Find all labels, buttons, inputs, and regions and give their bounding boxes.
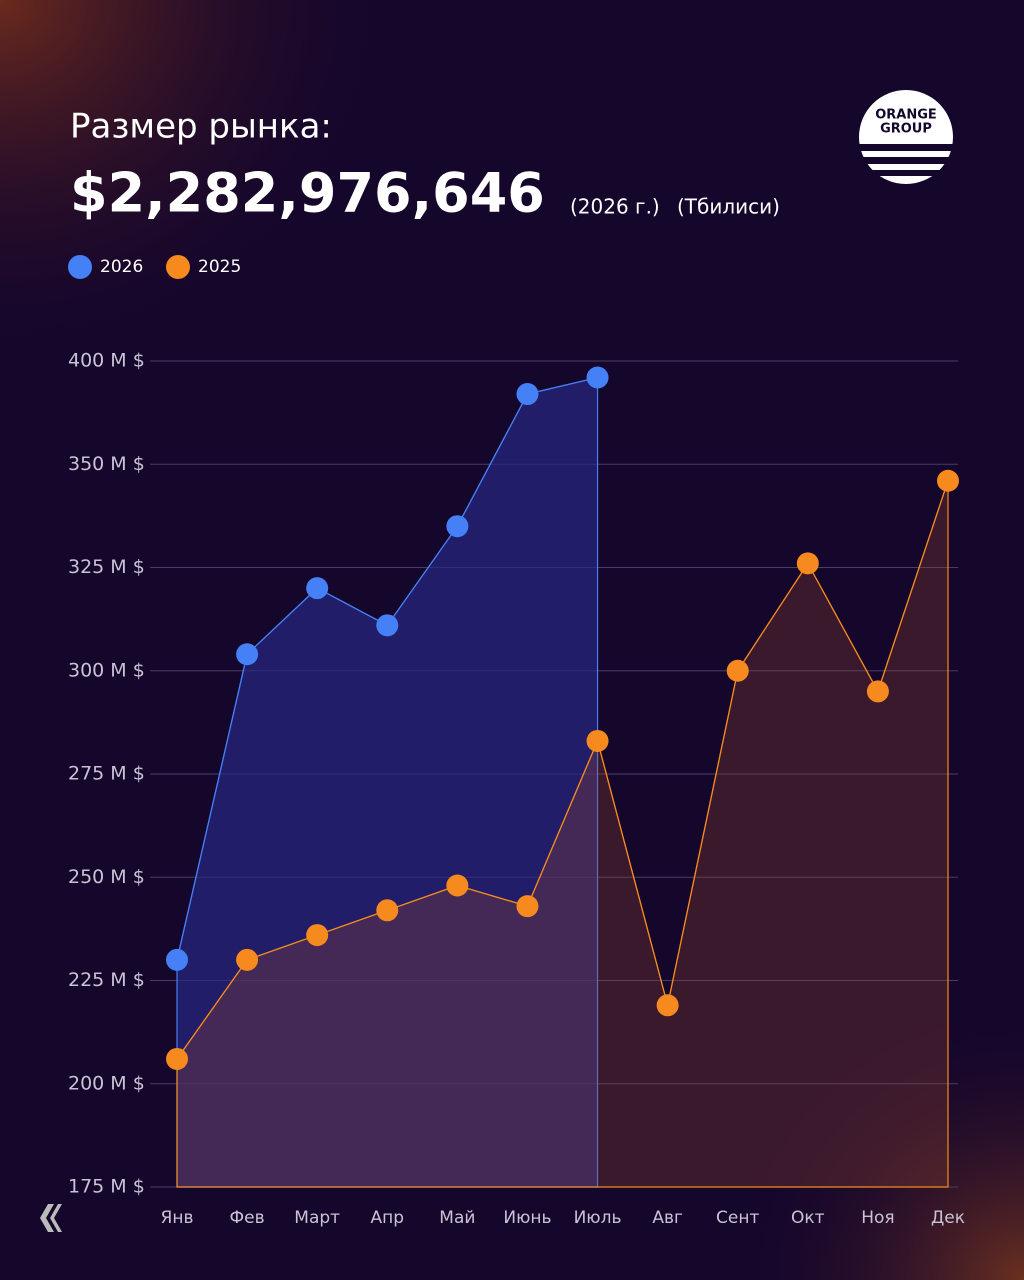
x-tick-label: Март bbox=[294, 1208, 340, 1228]
y-tick-label: 300 M $ bbox=[68, 659, 145, 681]
point bbox=[376, 899, 399, 922]
logo-text: GROUP bbox=[880, 122, 932, 137]
point bbox=[166, 948, 188, 971]
line bbox=[176, 480, 949, 1060]
brand-icon bbox=[40, 1204, 62, 1232]
x-tick-label: Дек bbox=[931, 1208, 965, 1228]
legend-marker bbox=[166, 255, 190, 279]
point bbox=[446, 874, 469, 897]
point bbox=[236, 643, 259, 666]
legend-marker bbox=[68, 255, 92, 279]
logo: ORANGE GROUP bbox=[858, 90, 954, 184]
title: Размер рынка: bbox=[70, 107, 332, 147]
y-tick-label: 275 M $ bbox=[68, 763, 145, 785]
x-tick-label: Июль bbox=[574, 1208, 622, 1228]
point bbox=[866, 680, 889, 703]
point bbox=[656, 994, 679, 1017]
x-tick-label: Ноя bbox=[861, 1208, 894, 1228]
legend-label: 2025 bbox=[198, 257, 241, 277]
x-tick-label: Июнь bbox=[503, 1208, 551, 1228]
note: (Тбилиси) bbox=[677, 195, 780, 219]
point bbox=[586, 729, 609, 752]
logo-stripe bbox=[858, 157, 954, 164]
y-tick-label: 250 M $ bbox=[68, 866, 145, 888]
x-tick-label: Май bbox=[439, 1208, 475, 1228]
y-tick-label: 400 M $ bbox=[68, 350, 145, 372]
x-tick-label: Сент bbox=[716, 1208, 759, 1228]
x-tick-label: Авг bbox=[652, 1208, 683, 1228]
legend-label: 2026 bbox=[100, 257, 143, 277]
x-tick-label: Фев bbox=[230, 1208, 265, 1228]
logo-stripe bbox=[858, 170, 954, 176]
point bbox=[796, 552, 819, 575]
y-tick-label: 175 M $ bbox=[68, 1176, 145, 1198]
point bbox=[726, 659, 749, 682]
glow bbox=[724, 1000, 1024, 1280]
point bbox=[586, 366, 609, 389]
y-tick-label: 325 M $ bbox=[68, 556, 145, 578]
logo-stripe bbox=[858, 144, 954, 151]
glow bbox=[0, 0, 420, 380]
point bbox=[166, 1047, 188, 1070]
headline: $2,282,976,646 bbox=[70, 162, 545, 225]
y-tick-label: 200 M $ bbox=[68, 1072, 145, 1094]
logo-circle bbox=[859, 90, 953, 184]
point bbox=[306, 577, 329, 600]
point bbox=[516, 383, 539, 406]
note: (2026 г.) bbox=[570, 195, 660, 219]
x-tick-label: Окт bbox=[791, 1208, 825, 1228]
y-tick-label: 350 M $ bbox=[68, 453, 145, 475]
x-tick-label: Янв bbox=[161, 1208, 194, 1228]
point bbox=[376, 614, 399, 637]
point bbox=[236, 948, 259, 971]
y-tick-label: 225 M $ bbox=[68, 969, 145, 991]
point bbox=[306, 924, 329, 947]
point bbox=[937, 469, 959, 492]
x-tick-label: Апр bbox=[370, 1208, 404, 1228]
point bbox=[516, 895, 539, 918]
point bbox=[446, 515, 469, 538]
logo-text: ORANGE bbox=[875, 108, 937, 123]
